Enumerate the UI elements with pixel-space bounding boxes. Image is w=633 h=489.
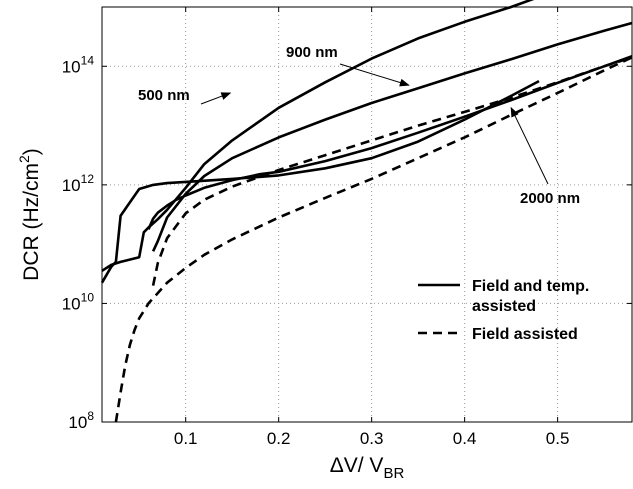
x-axis-label: ΔV/ VBR [330,454,405,482]
x-tick-label: 0.3 [360,429,384,448]
series-line-5 [151,56,633,286]
annotation-arrow [510,106,549,185]
legend-label-dashed: Field assisted [472,326,578,343]
x-tick-label: 0.5 [546,429,570,448]
annotation-label: 500 nm [138,87,190,104]
annotation-layer: 500 nm 900 nm 2000 nm [138,44,580,207]
x-tick-label: 0.2 [267,429,291,448]
series-line-2 [101,0,535,272]
series-line-4 [147,54,633,230]
y-tick-label: 108 [68,409,94,432]
annotation-label: 900 nm [286,44,338,61]
series-layer [100,0,633,423]
x-tick-label: 0.4 [453,429,477,448]
annotation-arrow [339,63,410,87]
series-line-6 [114,56,633,423]
legend-label-solid-line2: assisted [472,298,536,315]
x-tick-label: 0.1 [174,429,198,448]
annotation-arrow [200,92,232,105]
tick-layer: 0.1 0.2 0.3 0.4 0.5 108 1010 1012 1014 [62,7,632,448]
series-line-3 [151,21,633,252]
plot-frame [101,6,633,423]
annotation-label: 2000 nm [520,190,580,207]
grid [102,7,632,423]
y-axis-label: DCR (Hz/cm2) [16,148,43,281]
y-tick-label: 1010 [62,290,95,313]
legend: Field and temp. assisted Field assisted [418,278,589,343]
y-tick-label: 1014 [62,53,95,76]
series-line-1 [100,79,540,284]
y-tick-label: 1012 [62,172,95,195]
legend-label-solid-line1: Field and temp. [472,278,589,295]
